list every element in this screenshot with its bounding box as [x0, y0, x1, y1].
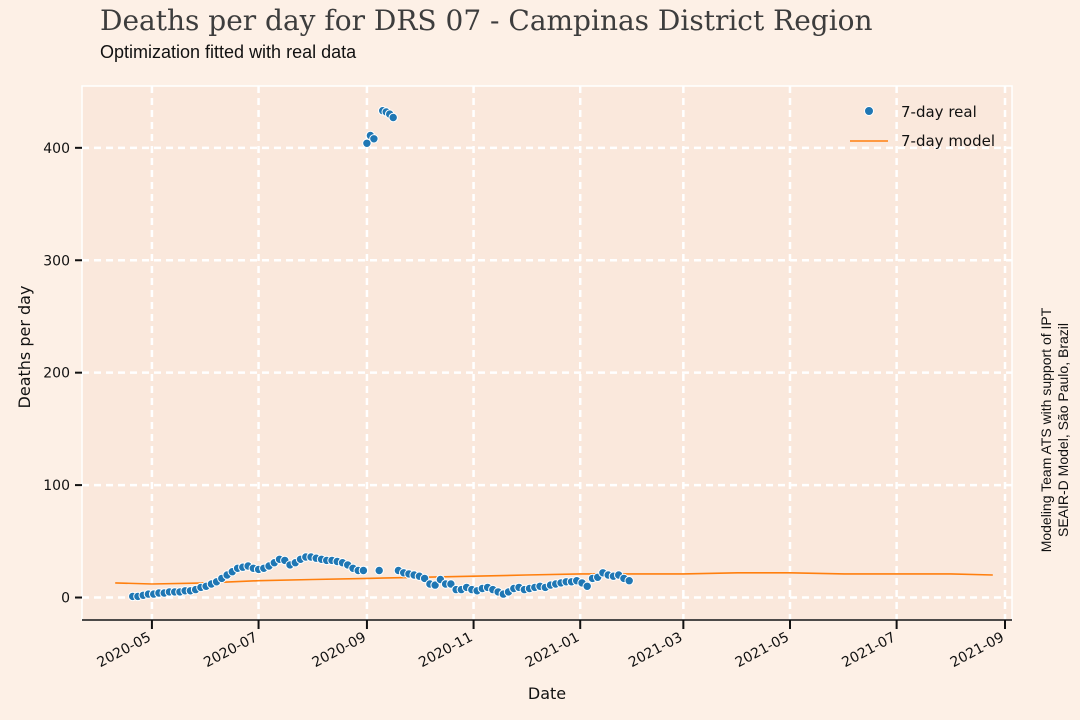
- real-point: [358, 565, 369, 576]
- y-tick-label: 200: [43, 366, 70, 382]
- plot-area: [82, 86, 1012, 620]
- chart-subtitle: Optimization fitted with real data: [100, 42, 357, 62]
- grid: [81, 85, 1013, 621]
- x-tick-label: 2020-05: [95, 629, 154, 671]
- legend-model-label: 7-day model: [901, 132, 995, 150]
- y-tick-label: 100: [43, 478, 70, 494]
- real-point: [374, 565, 384, 576]
- chart-title: Deaths per day for DRS 07 - Campinas Dis…: [100, 4, 873, 37]
- x-tick-label: 2021-01: [523, 629, 582, 671]
- x-axis-label: Date: [528, 684, 566, 703]
- legend: 7-day real 7-day model: [850, 103, 995, 150]
- credit-note: Modeling Team ATS with support of IPT SE…: [1038, 308, 1072, 553]
- real-point: [624, 576, 634, 586]
- credit-line-2: SEAIR-D Model, São Paulo, Brazil: [1055, 323, 1071, 537]
- legend-real-marker: [864, 106, 874, 116]
- x-tick-label: 2021-03: [626, 629, 685, 671]
- real-point: [369, 134, 379, 144]
- y-tick-label: 300: [43, 253, 70, 269]
- x-tick-label: 2020-11: [416, 629, 475, 671]
- real-point: [430, 580, 440, 590]
- model-line: [115, 571, 993, 585]
- credit-line-1: Modeling Team ATS with support of IPT: [1038, 307, 1054, 553]
- x-tick-label: 2020-09: [310, 629, 369, 671]
- real-point: [388, 112, 398, 123]
- real-point: [419, 573, 430, 584]
- y-axis-label: Deaths per day: [15, 286, 34, 409]
- legend-real-label: 7-day real: [901, 103, 977, 121]
- real-point: [362, 138, 372, 149]
- y-tick-label: 400: [43, 141, 70, 157]
- y-tick-label: 0: [61, 591, 70, 607]
- x-tick-label: 2021-09: [948, 629, 1007, 671]
- x-tick-label: 2021-07: [839, 629, 898, 671]
- x-tick-label: 2020-07: [201, 629, 260, 671]
- real-series: [128, 106, 634, 602]
- x-tick-label: 2021-05: [733, 629, 792, 671]
- real-point: [582, 581, 592, 591]
- model-series: [115, 571, 993, 585]
